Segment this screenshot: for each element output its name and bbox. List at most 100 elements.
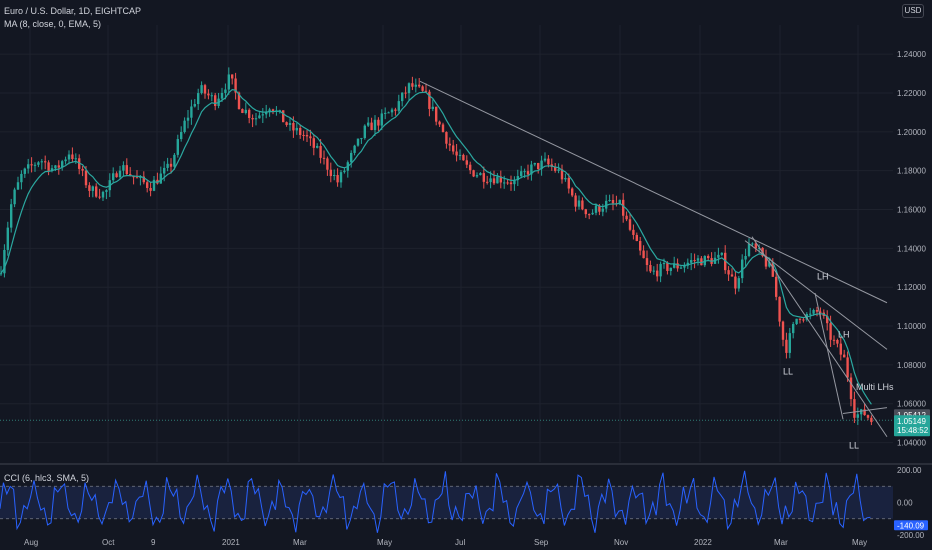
candle-body bbox=[203, 85, 207, 94]
candle-body bbox=[856, 414, 859, 418]
candle-body bbox=[261, 114, 264, 116]
candle-body bbox=[234, 78, 237, 93]
candle-body bbox=[88, 185, 91, 191]
candle-body bbox=[618, 199, 621, 205]
candle-body bbox=[741, 259, 744, 279]
symbol-title[interactable]: Euro / U.S. Dollar, 1D, EIGHTCAP bbox=[4, 6, 142, 16]
candle-body bbox=[700, 258, 703, 266]
candle-body bbox=[343, 170, 346, 173]
price-tick-label: 1.16000 bbox=[897, 206, 926, 215]
candle-body bbox=[863, 409, 866, 416]
candle-body bbox=[207, 93, 210, 96]
cci-tick-label: -200.00 bbox=[897, 531, 925, 540]
candle-body bbox=[438, 121, 441, 125]
candle-body bbox=[475, 175, 479, 177]
candle-body bbox=[411, 83, 414, 87]
candle-body bbox=[829, 323, 832, 340]
candle-body bbox=[356, 138, 360, 146]
candle-body bbox=[424, 90, 428, 92]
candle-body bbox=[244, 109, 247, 114]
candle-body bbox=[516, 176, 519, 181]
candle-body bbox=[20, 173, 23, 183]
candle-body bbox=[50, 168, 54, 171]
candle-body bbox=[285, 122, 288, 125]
candle-body bbox=[0, 273, 3, 275]
trendlines[interactable] bbox=[419, 80, 888, 438]
candlestick-series[interactable] bbox=[0, 67, 873, 426]
candle-body bbox=[462, 154, 465, 161]
cci-pane[interactable]: 200.00 0.00 -200.00-140.09 bbox=[0, 466, 928, 540]
cci-tick-label: 200.00 bbox=[897, 466, 922, 475]
candle-body bbox=[142, 176, 145, 183]
candle-body bbox=[717, 254, 720, 258]
candle-body bbox=[248, 109, 251, 118]
price-tick-label: 1.22000 bbox=[897, 89, 926, 98]
candle-body bbox=[567, 177, 570, 189]
candle-body bbox=[241, 109, 244, 114]
price-axis[interactable]: 1.24000 1.22000 1.20000 1.18000 1.16000 1.140… bbox=[897, 50, 926, 447]
candle-body bbox=[309, 136, 312, 139]
candle-body bbox=[533, 163, 536, 165]
trendline bbox=[842, 407, 888, 414]
candle-body bbox=[577, 200, 581, 207]
candle-body bbox=[312, 138, 315, 148]
candle-body bbox=[795, 318, 798, 325]
time-tick-label: Sep bbox=[534, 538, 549, 547]
candle-body bbox=[696, 258, 700, 261]
candle-body bbox=[798, 318, 802, 320]
candle-body bbox=[557, 169, 560, 171]
candle-body bbox=[594, 205, 598, 213]
candle-body bbox=[67, 154, 71, 160]
cci-indicator-legend[interactable]: CCI (6, hlc3, SMA, 5) bbox=[4, 473, 90, 483]
cci-line bbox=[0, 470, 871, 533]
price-tick-label: 1.20000 bbox=[897, 128, 926, 137]
candle-body bbox=[649, 264, 652, 272]
cci-band bbox=[0, 486, 893, 519]
countdown-text: 15:48:52 bbox=[897, 426, 929, 435]
candle-body bbox=[333, 175, 336, 177]
candle-body bbox=[200, 85, 203, 94]
candle-body bbox=[282, 110, 285, 123]
candle-body bbox=[384, 112, 387, 114]
candle-body bbox=[329, 169, 332, 177]
candle-body bbox=[720, 252, 723, 255]
candle-body bbox=[295, 127, 298, 131]
candle-body bbox=[166, 163, 169, 168]
candle-body bbox=[815, 310, 819, 312]
candle-body bbox=[98, 196, 101, 198]
candle-body bbox=[159, 173, 162, 184]
candle-body bbox=[622, 199, 625, 216]
candle-body bbox=[666, 263, 669, 271]
candle-body bbox=[302, 134, 305, 136]
candle-body bbox=[543, 158, 547, 161]
price-tick-label: 1.08000 bbox=[897, 361, 926, 370]
currency-button[interactable]: USD bbox=[902, 4, 924, 18]
candle-body bbox=[23, 168, 26, 174]
annotations: LH LH LL Multi LHs LL bbox=[783, 271, 894, 450]
candle-body bbox=[397, 101, 400, 111]
candle-body bbox=[224, 89, 227, 93]
candle-body bbox=[676, 263, 679, 269]
candle-body bbox=[758, 247, 761, 249]
candle-body bbox=[506, 182, 509, 184]
candle-body bbox=[390, 109, 394, 113]
trendline bbox=[751, 236, 888, 438]
candle-body bbox=[64, 159, 67, 162]
ma-indicator-legend[interactable]: MA (8, close, 0, EMA, 5) bbox=[4, 19, 102, 29]
candle-body bbox=[129, 174, 132, 176]
candle-body bbox=[27, 164, 30, 169]
candle-body bbox=[10, 204, 13, 228]
candle-body bbox=[350, 152, 353, 163]
candle-body bbox=[812, 310, 815, 314]
time-tick-label: Jul bbox=[455, 538, 465, 547]
ema-line[interactable] bbox=[0, 88, 872, 405]
candle-body bbox=[305, 135, 309, 137]
candle-body bbox=[843, 354, 846, 358]
candle-body bbox=[662, 263, 666, 265]
candle-body bbox=[214, 95, 217, 106]
candle-body bbox=[659, 263, 662, 277]
price-tick-label: 1.14000 bbox=[897, 244, 926, 253]
time-axis[interactable]: Aug Oct 9 2021 Mar May Jul Sep Nov 2022 Mar May bbox=[24, 538, 867, 547]
candle-body bbox=[16, 182, 20, 190]
